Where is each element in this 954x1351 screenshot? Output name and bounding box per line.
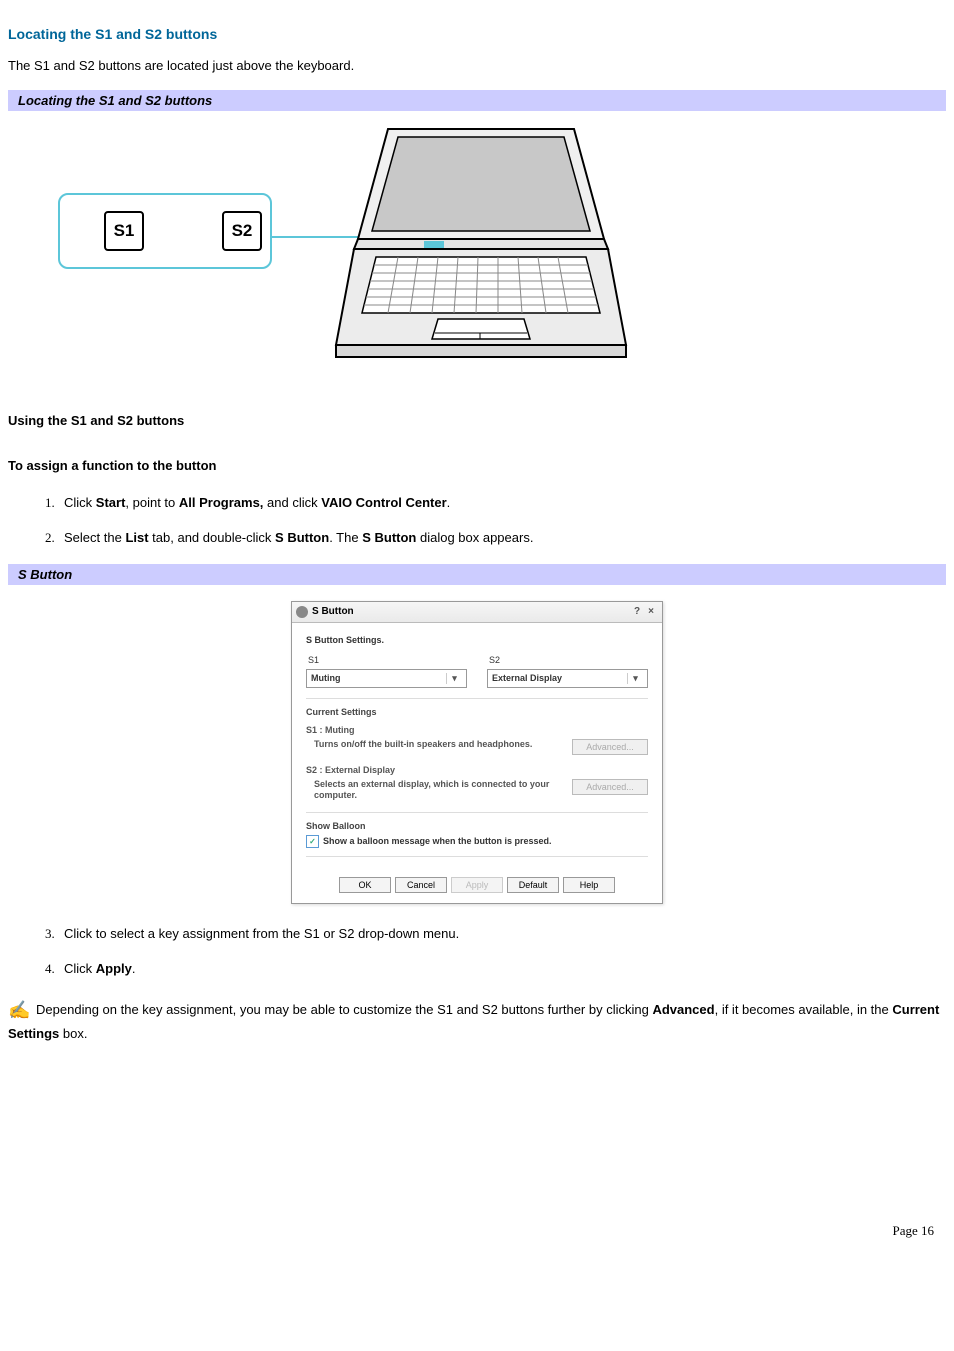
steps-list-1: Click Start, point to All Programs, and … xyxy=(8,493,946,548)
s2-setting-desc: Selects an external display, which is co… xyxy=(306,779,564,802)
s1-advanced-button[interactable]: Advanced... xyxy=(572,739,648,755)
s1-setting-desc: Turns on/off the built-in speakers and h… xyxy=(306,739,564,751)
divider xyxy=(306,698,648,699)
current-settings-label: Current Settings xyxy=(306,707,648,717)
text: . The xyxy=(329,530,362,545)
figure-caption-1: Locating the S1 and S2 buttons xyxy=(8,90,946,111)
help-button[interactable]: Help xyxy=(563,877,615,893)
s1-dropdown[interactable]: Muting ▾ xyxy=(306,669,467,688)
balloon-label: Show Balloon xyxy=(306,821,648,831)
bold: List xyxy=(125,530,148,545)
subheading-using: Using the S1 and S2 buttons xyxy=(8,413,946,428)
help-icon[interactable]: ? xyxy=(630,606,644,617)
s2-advanced-button[interactable]: Advanced... xyxy=(572,779,648,795)
bold: All Programs, xyxy=(179,495,264,510)
intro-text: The S1 and S2 buttons are located just a… xyxy=(8,56,946,76)
figure-caption-2: S Button xyxy=(8,564,946,585)
s2-dropdown-value: External Display xyxy=(492,673,562,683)
text: Click xyxy=(64,961,96,976)
bold: VAIO Control Center xyxy=(321,495,446,510)
text: . xyxy=(132,961,136,976)
text: , point to xyxy=(125,495,178,510)
text: Select the xyxy=(64,530,125,545)
note-icon: ✍ xyxy=(8,1000,30,1020)
step-4: Click Apply. xyxy=(58,959,946,979)
default-button[interactable]: Default xyxy=(507,877,559,893)
bold: S Button xyxy=(362,530,416,545)
step-2: Select the List tab, and double-click S … xyxy=(58,528,946,548)
cancel-button[interactable]: Cancel xyxy=(395,877,447,893)
balloon-checkbox-label: Show a balloon message when the button i… xyxy=(323,836,552,846)
s2-key-box: S2 xyxy=(222,211,262,251)
step-3: Click to select a key assignment from th… xyxy=(58,924,946,944)
section-title: Locating the S1 and S2 buttons xyxy=(8,26,946,42)
divider xyxy=(306,856,648,857)
laptop-illustration xyxy=(328,121,628,383)
dialog-button-row: OK Cancel Apply Default Help xyxy=(292,871,662,903)
note-paragraph: ✍ Depending on the key assignment, you m… xyxy=(8,997,946,1044)
gear-icon xyxy=(296,606,308,618)
page-number: Page 16 xyxy=(8,1223,946,1239)
step-1: Click Start, point to All Programs, and … xyxy=(58,493,946,513)
chevron-down-icon: ▾ xyxy=(446,673,462,684)
close-icon[interactable]: × xyxy=(644,606,658,617)
s1-key-box: S1 xyxy=(104,211,144,251)
s2-label: S2 xyxy=(489,655,648,665)
ok-button[interactable]: OK xyxy=(339,877,391,893)
text: tab, and double-click xyxy=(149,530,275,545)
dialog-titlebar[interactable]: S Button ? × xyxy=(292,602,662,623)
text: . xyxy=(447,495,451,510)
balloon-checkbox[interactable]: ✓ xyxy=(306,835,319,848)
subheading-assign: To assign a function to the button xyxy=(8,458,946,473)
s1-dropdown-value: Muting xyxy=(311,673,341,683)
text: , if it becomes available, in the xyxy=(715,1002,893,1017)
settings-heading: S Button Settings. xyxy=(306,635,648,645)
text: and click xyxy=(263,495,321,510)
s2-dropdown[interactable]: External Display ▾ xyxy=(487,669,648,688)
text: box. xyxy=(59,1026,87,1041)
s1-label: S1 xyxy=(308,655,467,665)
s-button-dialog: S Button ? × S Button Settings. S1 Mutin… xyxy=(291,601,663,904)
bold: Advanced xyxy=(652,1002,714,1017)
dialog-title: S Button xyxy=(312,606,354,617)
divider xyxy=(306,812,648,813)
text: dialog box appears. xyxy=(416,530,533,545)
bold: S Button xyxy=(275,530,329,545)
s2-setting-title: S2 : External Display xyxy=(306,765,648,775)
text: Click xyxy=(64,495,96,510)
figure-locating-buttons: S1 S2 xyxy=(48,121,628,383)
bold: Apply xyxy=(96,961,132,976)
bold: Start xyxy=(96,495,126,510)
s1-setting-title: S1 : Muting xyxy=(306,725,648,735)
text: Depending on the key assignment, you may… xyxy=(32,1002,652,1017)
steps-list-2: Click to select a key assignment from th… xyxy=(8,924,946,979)
apply-button[interactable]: Apply xyxy=(451,877,503,893)
chevron-down-icon: ▾ xyxy=(627,673,643,684)
